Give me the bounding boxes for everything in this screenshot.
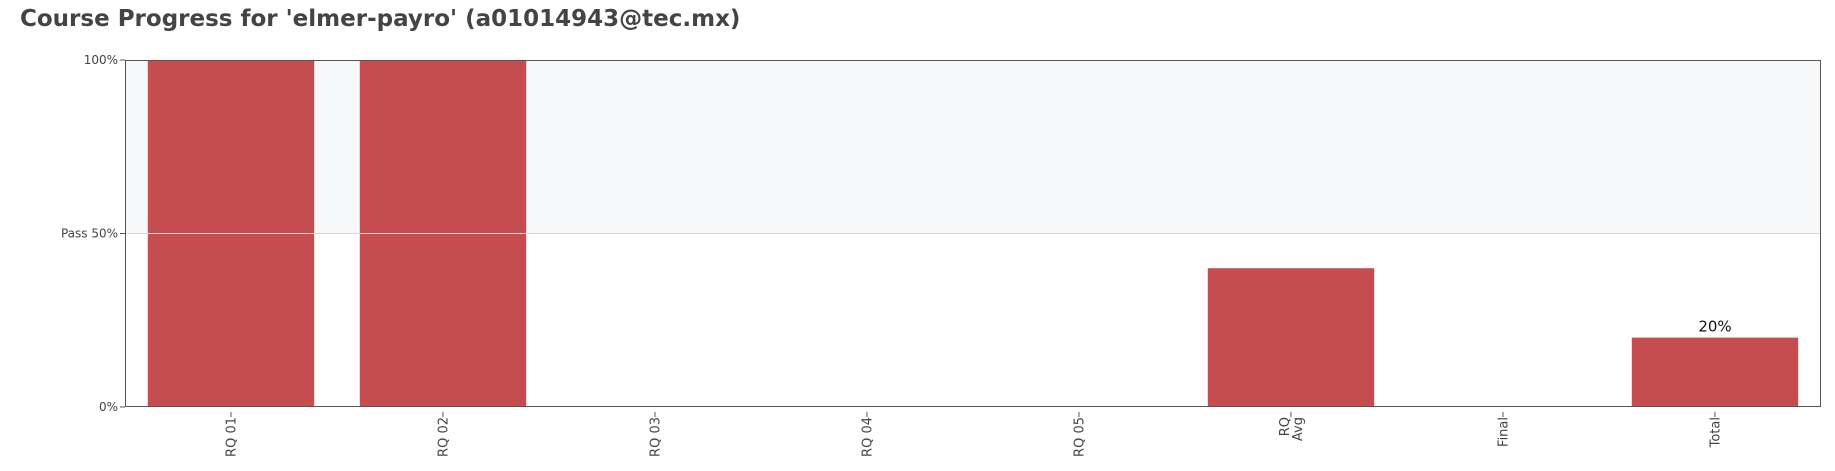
- y-tick-label: 0%: [99, 400, 118, 414]
- x-category-label-line: RQ 02: [437, 417, 452, 457]
- x-category-label: RQ 01: [225, 412, 240, 457]
- bar[interactable]: [1207, 268, 1375, 407]
- x-category-label-line: RQ 05: [1073, 417, 1088, 457]
- x-category-label-line: RQ 04: [861, 417, 876, 457]
- x-category-label: RQ 03: [649, 412, 664, 457]
- data-label: 20%: [1698, 318, 1731, 336]
- data-labels-group: 20%: [1698, 318, 1731, 336]
- x-category-label-line: RQ: [1278, 417, 1293, 436]
- y-tick-label: 100%: [84, 53, 118, 67]
- axes-group: [125, 60, 1821, 407]
- y-tick-labels: 0% Pass 50% 100%: [61, 53, 125, 414]
- x-category-label-line: RQ 01: [225, 417, 240, 457]
- page-title: Course Progress for 'elmer-payro' (a0101…: [20, 6, 741, 32]
- plot-frame: [125, 60, 1821, 407]
- bar[interactable]: [1631, 337, 1799, 407]
- x-category-label: Total: [1709, 412, 1724, 448]
- x-category-label: RQ 02: [437, 412, 452, 457]
- x-category-label-line: Total: [1709, 417, 1724, 448]
- x-category-label-line: Final: [1497, 417, 1512, 447]
- x-category-label-line: Avg: [1291, 417, 1306, 441]
- y-tick-label: Pass 50%: [61, 227, 118, 241]
- x-category-label: RQ 04: [861, 412, 876, 457]
- x-category-label: Final: [1497, 412, 1512, 447]
- x-category-label: RQ 05: [1073, 412, 1088, 457]
- x-category-label-line: RQ 03: [649, 417, 664, 457]
